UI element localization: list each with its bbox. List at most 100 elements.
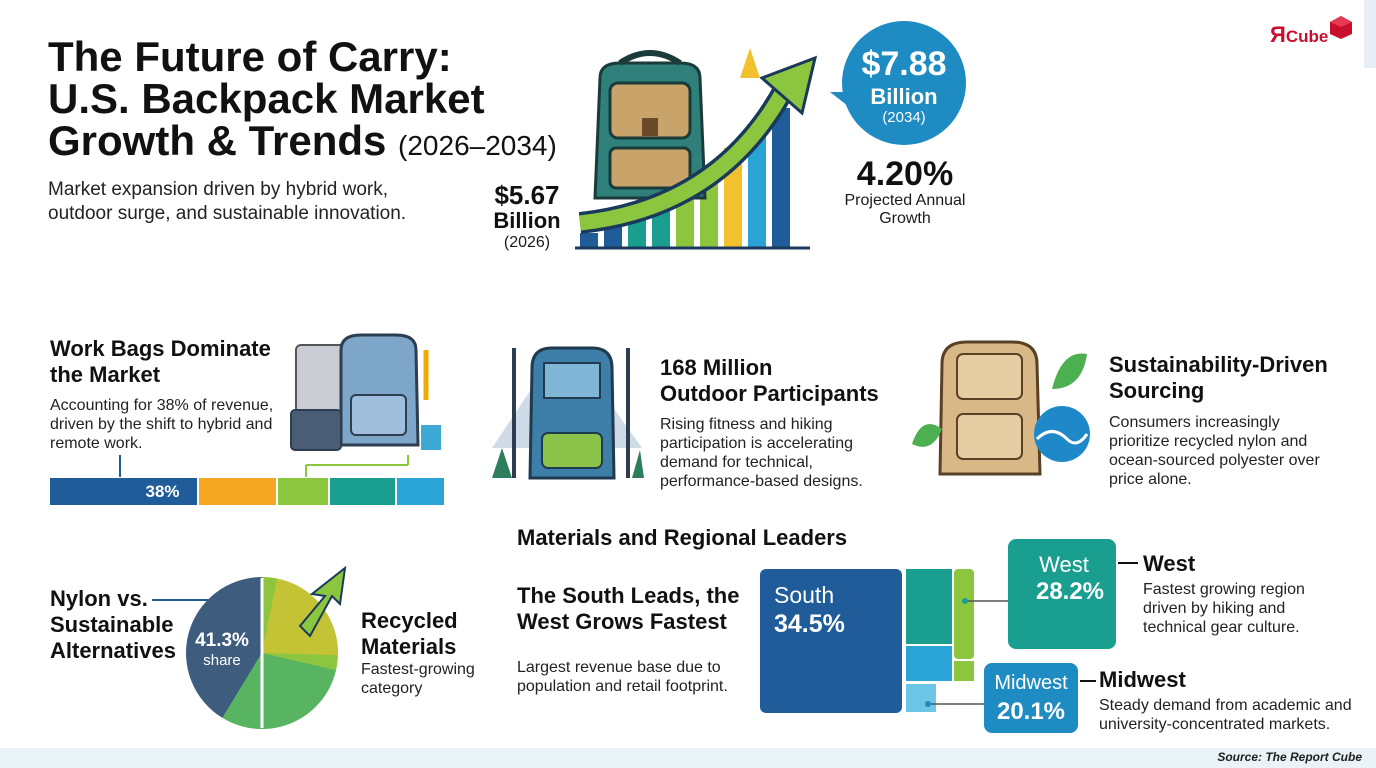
nylon-title: Nylon vs. Sustainable Alternatives (50, 586, 200, 664)
start-unit: Billion (493, 208, 561, 233)
laptop-icon (295, 344, 347, 421)
regions-headline-line-1: The South Leads, the (517, 583, 740, 608)
pine-tree-icon-2 (632, 450, 644, 478)
west-block (1008, 539, 1116, 649)
treemap-sky-block (906, 684, 936, 712)
outdoor-body: Rising fitness and hiking participation … (660, 416, 863, 490)
work-bag-illustration (290, 333, 441, 451)
growth-bar-8 (748, 128, 766, 247)
logo-text: Cube (1285, 27, 1329, 46)
midwest-title: Midwest (1099, 667, 1186, 692)
nylon-title-line-1: Nylon vs. (50, 586, 148, 611)
west-title: West (1143, 551, 1196, 576)
growth-chart-graphic (575, 48, 818, 250)
treemap-green-block-2 (954, 661, 974, 681)
south-value: 34.5% (774, 610, 845, 638)
logo-mark: Я (1270, 22, 1286, 47)
recycled-title-line-2: Materials (361, 634, 457, 659)
outdoor-title-line-1: 168 Million (660, 355, 773, 380)
start-year: (2026) (503, 234, 551, 251)
pie-growth-arrow (298, 566, 347, 638)
end-year: (2034) (882, 109, 926, 126)
regions-headline: The South Leads, the West Grows Fastest (517, 583, 757, 635)
recycled-body-line-2: category (361, 680, 423, 697)
pie-slice-nylon (186, 577, 262, 718)
treemap-teal-block (906, 569, 952, 644)
regions-section-title: Materials and Regional Leaders (517, 525, 848, 550)
end-value-bubble (830, 21, 966, 145)
sustainability-body: Consumers increasingly prioritize recycl… (1109, 414, 1320, 488)
pie-share-value: 41.3% (195, 630, 249, 651)
backpack-icon (938, 340, 1042, 476)
midwest-body: Steady demand from academic and universi… (1099, 697, 1352, 733)
outdoor-title: 168 Million Outdoor Participants (660, 355, 900, 407)
south-name: South (774, 582, 835, 608)
small-arrow (740, 48, 760, 78)
recycled-title: Recycled Materials (361, 608, 501, 660)
page-title: The Future of Carry: U.S. Backpack Marke… (48, 36, 608, 167)
nylon-title-line-2: Sustainable (50, 612, 174, 637)
title-line-3: Growth & Trends (2026–2034) (48, 120, 608, 167)
share-seg-4 (330, 478, 395, 505)
sustainability-title: Sustainability-Driven Sourcing (1109, 352, 1328, 403)
regions-headline-line-2: West Grows Fastest (517, 609, 727, 634)
growth-bar-1 (580, 233, 598, 247)
west-body: Fastest growing region driven by hiking … (1143, 581, 1305, 636)
work-bags-title: Work Bags Dominate the Market (50, 336, 271, 387)
title-years: (2026–2034) (398, 130, 557, 161)
south-block (760, 569, 902, 713)
briefcase-icon (290, 409, 342, 451)
pie-slice-sustainable-overlay (262, 578, 338, 656)
end-value: $7.88 (861, 45, 947, 83)
treemap-blue-block (906, 646, 952, 681)
cagr-value: 4.20% (856, 155, 954, 193)
pie-share-label: share (203, 652, 241, 669)
west-value: 28.2% (1035, 578, 1105, 605)
recycled-title-line-1: Recycled (361, 608, 458, 633)
work-bags-share-bar (50, 455, 444, 505)
midwest-value: 20.1% (996, 698, 1066, 725)
leaf-icon (1052, 353, 1087, 389)
share-seg-2 (199, 478, 276, 505)
pine-tree-icon (492, 448, 512, 478)
midwest-block (984, 663, 1078, 733)
west-name: West (1039, 552, 1089, 577)
start-value: $5.67 (494, 180, 560, 210)
midwest-name: Midwest (994, 672, 1068, 694)
end-unit: Billion (870, 84, 938, 109)
share-seg-5 (397, 478, 444, 505)
outdoor-title-line-2: Outdoor Participants (660, 381, 879, 406)
south-body: Largest revenue base due to population a… (517, 659, 728, 695)
backpack-icon (339, 333, 420, 447)
leaf-icon-2 (912, 424, 942, 447)
backpack-icon (593, 50, 707, 200)
cagr-label-2: Growth (879, 210, 931, 227)
nylon-title-line-3: Alternatives (50, 638, 176, 663)
recycled-body-line-1: Fastest-growing (361, 661, 475, 678)
source-note: Source: The Report Cube (1217, 750, 1362, 764)
logo-cube-icon (1330, 16, 1352, 39)
growth-arrow-head (759, 55, 818, 116)
cagr-label-1: Projected Annual (844, 192, 966, 209)
share-seg-3 (278, 478, 328, 505)
work-bags-body: Accounting for 38% of revenue, driven by… (50, 397, 274, 452)
regions-treemap (760, 539, 1138, 733)
pie-slice-sustainable-overlay-2 (222, 653, 337, 729)
footer-band (0, 748, 1376, 768)
recycled-body: Fastest-growing category (361, 660, 501, 698)
backpack-icon (528, 346, 616, 480)
work-bags-bar-label: 38% (145, 482, 180, 501)
side-strip (1364, 0, 1376, 68)
logo: ЯCube (1270, 16, 1352, 48)
pencil-cup-icon (421, 425, 441, 450)
outdoor-backpack-illustration (492, 346, 644, 480)
title-line-3-text: Growth & Trends (48, 117, 387, 164)
title-line-1: The Future of Carry: (48, 33, 452, 80)
nylon-share-pie (152, 566, 347, 729)
title-line-2: U.S. Backpack Market (48, 75, 485, 122)
share-seg-1 (50, 478, 197, 505)
page-subtitle: Market expansion driven by hybrid work, … (48, 179, 407, 224)
growth-bar-9 (772, 108, 790, 247)
treemap-green-block (954, 569, 974, 659)
sustainable-backpack-illustration (912, 340, 1090, 476)
